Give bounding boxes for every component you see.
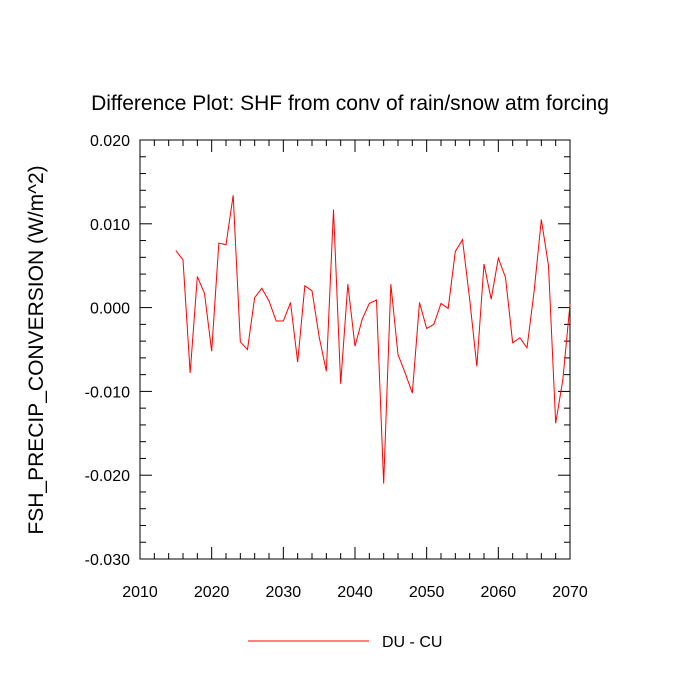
x-tick-label: 2010 — [122, 584, 158, 601]
x-tick-label: 2040 — [337, 584, 373, 601]
y-tick-label: -0.020 — [85, 468, 130, 485]
plot-frame — [139, 139, 571, 560]
y-axis-label: FSH_PRECIP_CONVERSION (W/m^2) — [25, 165, 48, 534]
x-tick-label: 2050 — [409, 584, 445, 601]
legend: DU - CU — [248, 634, 442, 651]
y-tick-label: -0.030 — [85, 552, 130, 569]
y-tick-label: 0.000 — [90, 301, 130, 318]
legend-label: DU - CU — [382, 634, 442, 651]
x-tick-label: 2020 — [194, 584, 230, 601]
x-tick-label: 2060 — [481, 584, 517, 601]
y-tick-label: 0.020 — [90, 133, 130, 150]
x-tick-label: 2030 — [266, 584, 302, 601]
y-tick-label: 0.010 — [90, 217, 130, 234]
x-tick-label: 2070 — [552, 584, 588, 601]
series-layer — [175, 195, 571, 484]
axis-ticks: 2010 2020 2030 2040 2050 2060 2070 0.020 0.010 0.… — [85, 133, 588, 601]
series-line — [175, 195, 571, 484]
chart-title: Difference Plot: SHF from conv of rain/s… — [91, 92, 609, 115]
y-tick-label: -0.010 — [85, 384, 130, 401]
